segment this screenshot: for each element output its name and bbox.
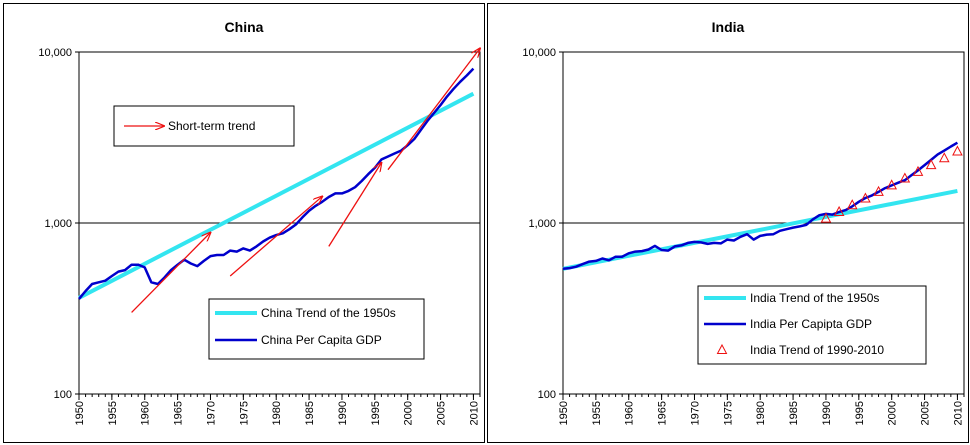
china-x-tick-label-4: 1970 [205, 401, 217, 425]
china-trend-arrow-1 [229, 196, 322, 277]
china-x-tick-label-11: 2005 [436, 401, 448, 425]
india-series-2-point [899, 172, 911, 183]
india-y-tick-label-2: 10,000 [522, 47, 556, 59]
india-x-tick-label-10: 2000 [887, 401, 899, 425]
india-series-2-point [846, 199, 858, 210]
china-x-tick-label-3: 1965 [173, 401, 185, 425]
india-chart-title: India [712, 19, 745, 35]
china-x-tick-label-12: 2010 [468, 401, 480, 425]
china-y-tick-label-0: 100 [54, 389, 72, 401]
china-legend-label-0: China Trend of the 1950s [261, 306, 396, 320]
india-x-tick-label-2: 1960 [624, 401, 636, 425]
india-x-tick-label-5: 1975 [722, 401, 734, 425]
india-series-2-point [925, 159, 937, 170]
india-series-0-line [562, 188, 958, 271]
china-trend-arrow-2 [328, 163, 382, 247]
india-legend-label-2: India Trend of 1990-2010 [750, 343, 884, 357]
china-series-0-line [78, 91, 475, 300]
india-series-2-point [833, 205, 845, 216]
india-x-tick-label-8: 1990 [821, 401, 833, 425]
india-series-1-line [562, 141, 959, 271]
china-trend-arrow-3 [387, 48, 480, 171]
india-y-tick-label-0: 100 [538, 389, 556, 401]
china-chart-title: China [225, 19, 264, 35]
india-y-tick-label-1: 1,000 [528, 218, 556, 230]
india-x-tick-label-12: 2010 [952, 401, 964, 425]
india-x-tick-label-4: 1970 [689, 401, 701, 425]
china-trend-arrow-0 [131, 232, 211, 313]
india-x-tick-label-9: 1995 [854, 401, 866, 425]
china-arrow-legend-label: Short-term trend [168, 119, 255, 133]
china-x-tick-label-6: 1980 [271, 401, 283, 425]
china-legend-box [208, 298, 425, 360]
china-x-tick-label-1: 1955 [107, 401, 119, 425]
china-legend-label-1: China Per Capita GDP [261, 333, 382, 347]
india-x-tick-label-6: 1980 [755, 401, 767, 425]
china-chart: China 100 1,000 10,000 1950 1955 1960 1965 1970 1… [38, 19, 484, 425]
india-series-2-point [820, 212, 832, 223]
china-chart-panel: China 100 1,000 10,000 1950 1955 1960 1965 1970 1… [3, 3, 485, 443]
china-y-tick-label-1: 1,000 [44, 218, 72, 230]
india-legend-label-0: India Trend of the 1950s [750, 291, 879, 305]
india-legend-label-1: India Per Capipta GDP [750, 317, 872, 331]
india-legend-swatch-2 [716, 343, 728, 354]
china-x-tick-label-9: 1995 [370, 401, 382, 425]
india-x-tick-label-7: 1985 [788, 401, 800, 425]
india-x-tick-label-11: 2005 [920, 401, 932, 425]
india-series-2-point [952, 145, 963, 156]
china-x-tick-label-2: 1960 [140, 401, 152, 425]
china-x-tick-label-5: 1975 [238, 401, 250, 425]
china-x-tick-label-10: 2000 [403, 401, 415, 425]
india-series-2-point [873, 185, 884, 196]
china-x-tick-label-8: 1990 [337, 401, 349, 425]
india-series-2-point [860, 192, 871, 203]
india-x-tick-label-0: 1950 [558, 401, 570, 425]
india-x-tick-label-1: 1955 [591, 401, 603, 425]
china-y-tick-label-2: 10,000 [38, 47, 72, 59]
india-chart: India 100 1,000 10,000 1950 1955 1960 1965 1970 1… [522, 19, 965, 425]
india-series-2-point [886, 179, 898, 190]
china-x-tick-label-7: 1985 [304, 401, 316, 425]
china-x-tick-label-0: 1950 [74, 401, 86, 425]
india-series-2-point [938, 152, 950, 163]
india-x-tick-label-3: 1965 [657, 401, 669, 425]
india-chart-panel: India 100 1,000 10,000 1950 1955 1960 1965 1970 1… [487, 3, 969, 443]
china-series-1-line [78, 67, 475, 300]
india-series-2-point [912, 165, 924, 176]
